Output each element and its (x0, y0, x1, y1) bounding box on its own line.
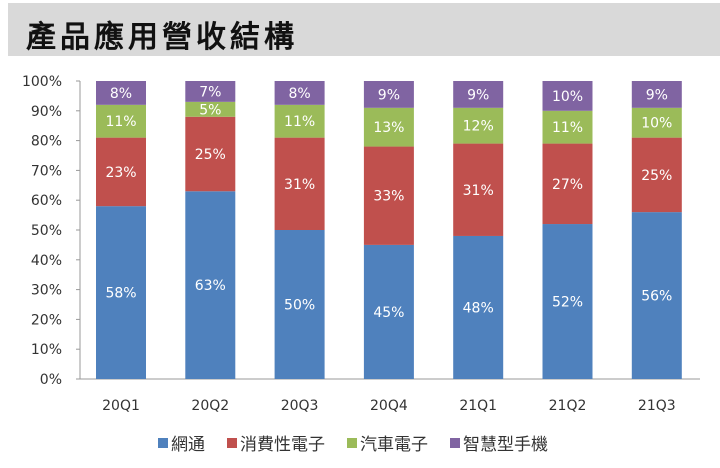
data-label: 8% (110, 86, 132, 102)
legend-swatch (158, 437, 168, 448)
data-label: 48% (463, 300, 494, 316)
y-tick-label: 20% (31, 312, 62, 328)
title-bar: 產品應用營收結構 (8, 3, 720, 56)
bar-segment (542, 143, 593, 225)
bar-segment (631, 137, 682, 213)
bar-segment (363, 244, 414, 379)
bar-segment (185, 81, 236, 102)
data-label: 27% (552, 177, 583, 193)
x-tick-label: 21Q2 (549, 398, 587, 414)
data-label: 33% (373, 189, 404, 205)
data-label: 31% (463, 183, 494, 199)
data-label: 52% (552, 295, 583, 311)
data-label: 8% (288, 86, 310, 102)
legend-swatch (450, 437, 460, 448)
data-label: 12% (463, 119, 494, 135)
bar-segment (96, 137, 146, 207)
x-tick-label: 20Q3 (281, 398, 319, 414)
data-label: 7% (199, 84, 221, 100)
y-tick-label: 30% (31, 283, 62, 299)
x-tick-label: 21Q3 (638, 398, 676, 414)
legend-swatch (227, 437, 237, 448)
y-tick-label: 70% (31, 163, 62, 179)
bar-segment (96, 104, 146, 138)
data-label: 10% (552, 89, 583, 105)
data-label: 11% (552, 120, 583, 136)
bar-segment (453, 143, 504, 236)
x-tick-label: 20Q4 (370, 398, 408, 414)
y-tick-label: 90% (31, 104, 62, 120)
bar-segment (274, 230, 325, 379)
bar-segment (542, 110, 593, 144)
bar-segment (96, 81, 146, 105)
data-label: 25% (641, 168, 672, 184)
legend-label: 智慧型手機 (463, 435, 548, 455)
data-label: 9% (467, 87, 489, 103)
data-label: 25% (195, 147, 226, 163)
bar-segment (274, 137, 325, 230)
y-tick-label: 100% (22, 74, 62, 90)
legend-label: 汽車電子 (360, 435, 428, 455)
bar-segment (631, 212, 682, 379)
bar-segment (185, 191, 236, 379)
bar-segment (363, 146, 414, 245)
bar-segment (274, 104, 325, 138)
bar-segment (453, 81, 504, 108)
data-label: 56% (641, 289, 672, 305)
bar-segment (185, 116, 236, 192)
y-tick-label: 80% (31, 134, 62, 150)
bar-segment (631, 81, 682, 108)
bar-segment (453, 235, 504, 379)
bar-segment (363, 107, 414, 147)
legend-label: 網通 (171, 435, 205, 455)
y-tick-label: 10% (31, 342, 62, 358)
legend-item: 消費性電子 (227, 430, 325, 455)
bar-segment (542, 224, 593, 379)
bar-segment (185, 101, 236, 117)
legend-item: 網通 (158, 430, 205, 455)
x-tick-label: 20Q1 (102, 398, 140, 414)
data-label: 13% (373, 120, 404, 136)
data-label: 10% (641, 116, 672, 132)
y-tick-label: 40% (31, 253, 62, 269)
bar-segment (96, 206, 146, 379)
y-tick-label: 50% (31, 223, 62, 239)
legend-label: 消費性電子 (240, 435, 325, 455)
data-label: 63% (195, 278, 226, 294)
data-label: 11% (284, 114, 315, 130)
bar-segment (274, 81, 325, 105)
data-label: 45% (373, 305, 404, 321)
data-label: 9% (378, 87, 400, 103)
legend-item: 汽車電子 (347, 430, 428, 455)
data-label: 50% (284, 298, 315, 314)
data-label: 23% (105, 165, 136, 181)
bar-segment (631, 107, 682, 138)
data-label: 9% (646, 87, 668, 103)
data-label: 11% (105, 114, 136, 130)
chart-title: 產品應用營收結構 (26, 20, 298, 55)
legend-item: 智慧型手機 (450, 430, 548, 455)
legend-swatch (347, 437, 357, 448)
data-label: 31% (284, 177, 315, 193)
data-label: 58% (105, 286, 136, 302)
bar-segment (453, 107, 504, 144)
y-tick-label: 60% (31, 193, 62, 209)
y-tick-label: 0% (40, 372, 62, 388)
bar-segment (363, 81, 414, 108)
bar-segment (542, 81, 593, 111)
x-tick-label: 20Q2 (191, 398, 229, 414)
legend: 網通 消費性電子 汽車電子 智慧型手機 (158, 430, 548, 455)
x-tick-label: 21Q1 (459, 398, 497, 414)
data-label: 5% (199, 102, 221, 118)
